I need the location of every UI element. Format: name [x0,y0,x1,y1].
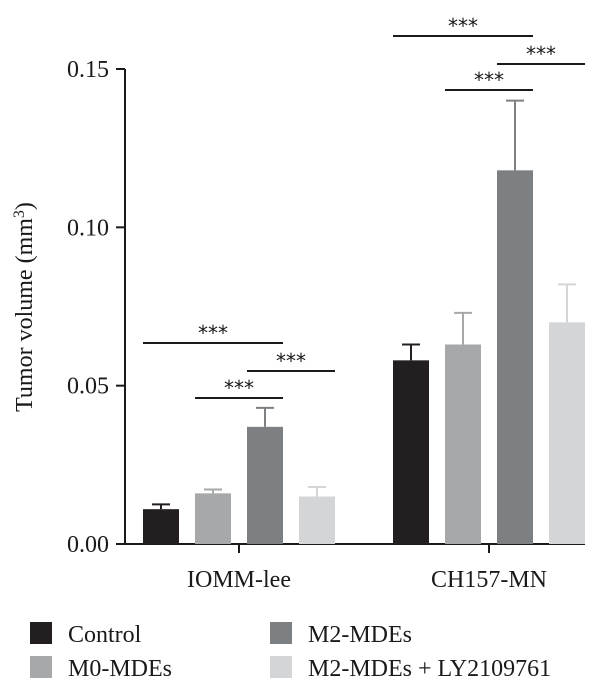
bar [549,322,585,544]
legend-swatch [270,622,292,644]
y-tick-label: 0.10 [67,215,109,241]
legend-label: M2-MDEs [308,622,412,648]
legend-label: M2-MDEs + LY2109761 [308,656,551,682]
significance-label: *** [198,321,228,345]
legend-label: Control [68,622,142,648]
bars [143,170,585,545]
axes: 0.00 0.05 0.10 0.15 IOMM-lee CH157-MN [67,57,585,593]
bar [299,496,335,544]
legend-swatch [270,656,292,678]
bar [143,509,179,544]
legend-swatch [30,622,52,644]
legend-swatch [30,656,52,678]
significance-label: *** [526,42,556,66]
error-bars [152,99,576,510]
x-tick-label: CH157-MN [431,567,547,593]
y-tick-label: 0.05 [67,374,109,400]
y-tick-label: 0.00 [67,532,109,558]
significance-label: *** [448,14,478,38]
x-tick-label: IOMM-lee [187,567,291,593]
legend-label: M0-MDEs [68,656,172,682]
significance-label: *** [224,376,254,400]
significance-annotations: *** *** *** *** *** *** [143,14,585,400]
legend: Control M0-MDEs M2-MDEs M2-MDEs + LY2109761 [30,622,551,682]
significance-label: *** [276,349,306,373]
y-axis-label: Tumor volume (mm3) [11,202,39,412]
bar [195,493,231,544]
y-tick-label: 0.15 [67,57,109,83]
bar [247,426,283,544]
bar [497,170,533,545]
y-axis-title: Tumor volume (mm3) [11,202,39,412]
bar [393,360,429,544]
significance-label: *** [474,68,504,92]
bar [445,344,481,544]
